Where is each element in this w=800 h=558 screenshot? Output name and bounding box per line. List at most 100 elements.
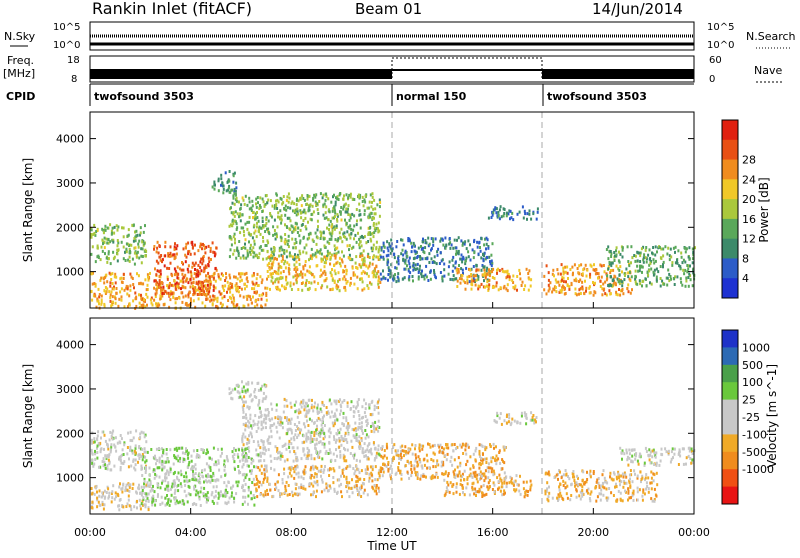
data-pixel: [338, 446, 340, 449]
data-pixel: [445, 244, 447, 247]
data-pixel: [160, 486, 162, 489]
data-pixel: [254, 423, 256, 426]
data-pixel: [520, 493, 522, 496]
data-pixel: [346, 230, 348, 233]
data-pixel: [343, 399, 345, 402]
data-pixel: [135, 463, 137, 466]
data-pixel: [397, 466, 399, 469]
data-pixel: [631, 288, 633, 291]
data-pixel: [273, 250, 275, 253]
data-pixel: [373, 224, 375, 227]
data-pixel: [205, 274, 207, 277]
data-pixel: [484, 494, 486, 497]
data-pixel: [335, 201, 337, 204]
data-pixel: [486, 457, 488, 460]
data-pixel: [246, 285, 248, 288]
data-pixel: [489, 260, 491, 263]
data-pixel: [459, 444, 461, 447]
data-pixel: [359, 447, 361, 450]
data-pixel: [625, 268, 627, 271]
data-pixel: [217, 459, 219, 462]
data-pixel: [353, 415, 355, 418]
data-pixel: [264, 490, 266, 493]
data-pixel: [383, 258, 385, 261]
data-pixel: [214, 184, 216, 187]
data-pixel: [473, 275, 475, 278]
data-pixel: [298, 472, 300, 475]
data-pixel: [334, 215, 336, 218]
data-pixel: [254, 483, 256, 486]
data-pixel: [109, 281, 111, 284]
data-pixel: [172, 296, 174, 299]
data-pixel: [476, 268, 478, 271]
data-pixel: [432, 474, 434, 477]
data-pixel: [251, 274, 253, 277]
data-pixel: [328, 452, 330, 455]
data-pixel: [364, 260, 366, 263]
data-pixel: [374, 484, 376, 487]
data-pixel: [477, 275, 479, 278]
data-pixel: [286, 261, 288, 264]
data-pixel: [476, 279, 478, 282]
data-pixel: [255, 396, 257, 399]
data-pixel: [644, 277, 646, 280]
freq-tick-top: 18: [67, 55, 80, 66]
data-pixel: [215, 280, 217, 283]
data-pixel: [304, 453, 306, 456]
data-pixel: [430, 446, 432, 449]
data-pixel: [650, 268, 652, 271]
data-pixel: [147, 481, 149, 484]
data-pixel: [275, 445, 277, 448]
data-pixel: [165, 461, 167, 464]
data-pixel: [685, 250, 687, 253]
data-pixel: [619, 294, 621, 297]
data-pixel: [311, 406, 313, 409]
data-pixel: [250, 298, 252, 301]
data-pixel: [522, 281, 524, 284]
data-pixel: [114, 226, 116, 229]
data-pixel: [465, 463, 467, 466]
data-pixel: [492, 268, 494, 271]
data-pixel: [283, 270, 285, 273]
data-pixel: [408, 262, 410, 265]
data-pixel: [259, 252, 261, 255]
data-pixel: [474, 458, 476, 461]
data-pixel: [128, 457, 130, 460]
data-pixel: [157, 262, 159, 265]
data-pixel: [635, 270, 637, 273]
data-pixel: [288, 217, 290, 220]
data-pixel: [497, 268, 499, 271]
data-pixel: [133, 286, 135, 289]
data-pixel: [280, 458, 282, 461]
data-pixel: [141, 448, 143, 451]
data-pixel: [342, 261, 344, 264]
data-pixel: [451, 443, 453, 446]
data-pixel: [358, 243, 360, 246]
data-pixel: [495, 445, 497, 448]
data-pixel: [317, 228, 319, 231]
data-pixel: [557, 272, 559, 275]
data-pixel: [279, 451, 281, 454]
data-pixel: [375, 223, 377, 226]
data-pixel: [369, 213, 371, 216]
data-pixel: [148, 500, 150, 503]
data-pixel: [384, 449, 386, 452]
data-pixel: [359, 246, 361, 249]
data-pixel: [340, 483, 342, 486]
data-pixel: [288, 484, 290, 487]
data-pixel: [343, 205, 345, 208]
data-pixel: [239, 212, 241, 215]
data-pixel: [264, 452, 266, 455]
data-pixel: [269, 483, 271, 486]
data-pixel: [105, 467, 107, 470]
data-pixel: [99, 489, 101, 492]
data-pixel: [301, 194, 303, 197]
data-pixel: [168, 285, 170, 288]
data-pixel: [492, 286, 494, 289]
data-pixel: [284, 485, 286, 488]
data-pixel: [408, 448, 410, 451]
data-pixel: [151, 501, 153, 504]
data-pixel: [369, 262, 371, 265]
data-pixel: [425, 476, 427, 479]
data-pixel: [118, 298, 120, 301]
